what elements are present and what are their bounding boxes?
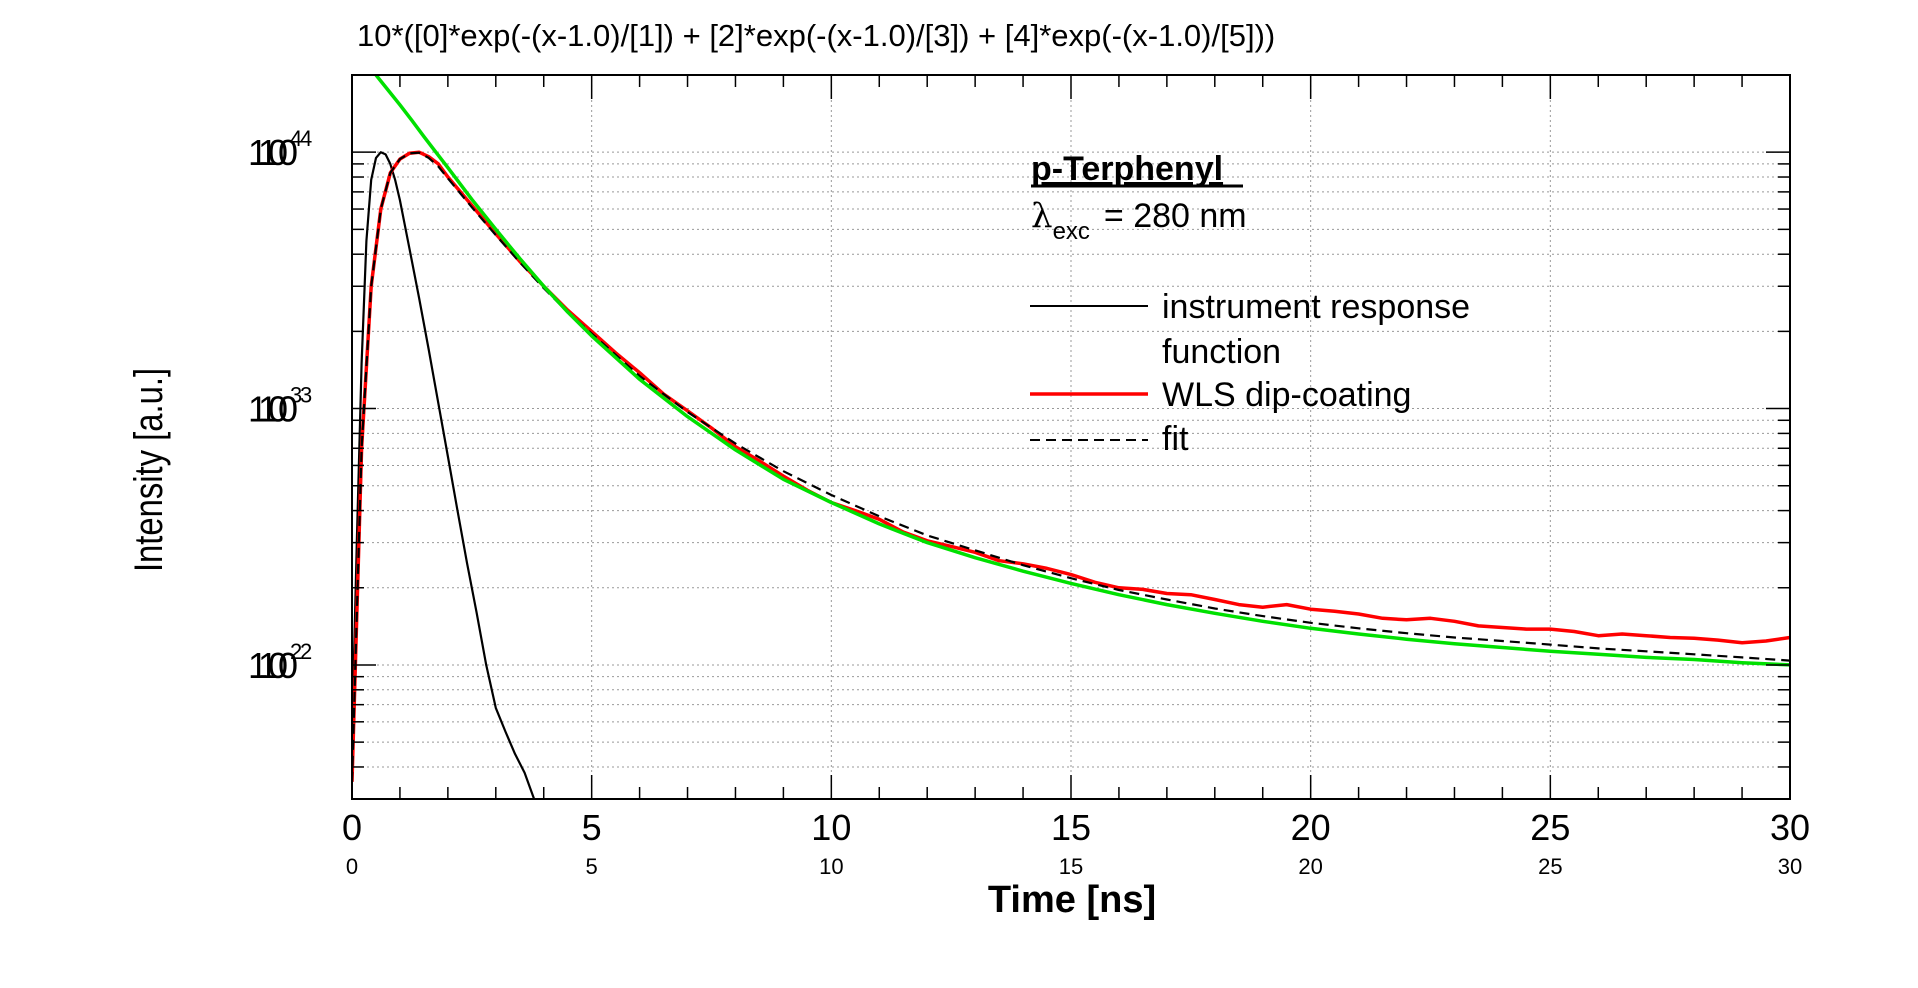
- x-tick-label: 10: [819, 854, 843, 879]
- annotation-wavelength: λexc = 280 nm: [1031, 196, 1247, 245]
- series-line-data: [352, 150, 1790, 782]
- x-tick-label: 30: [1778, 854, 1802, 879]
- y-tick-label: 10: [248, 389, 288, 430]
- x-tick-label-large: 15: [1051, 807, 1091, 848]
- y-tick-labels: 10 210 210 310 310 410 4: [248, 126, 312, 686]
- y-tick-label-overlay: 10: [258, 132, 298, 173]
- series-line-irf: [352, 151, 536, 799]
- axes: [351, 74, 1791, 800]
- x-tick-label: 15: [1059, 854, 1083, 879]
- lambda-symbol: λ: [1031, 196, 1053, 236]
- x-tick-label-large: 0: [342, 807, 362, 848]
- annotation-title: p-Terphenyl: [1031, 150, 1223, 188]
- lambda-value: = 280 nm: [1104, 197, 1247, 235]
- legend-label-irf-line1: instrument response: [1162, 288, 1470, 326]
- x-axis-label: Time [ns]: [988, 879, 1156, 921]
- y-tick-exponent-overlay: 2: [300, 639, 312, 664]
- y-tick-exponent-overlay: 4: [300, 126, 312, 151]
- x-tick-label-large: 25: [1530, 807, 1570, 848]
- x-tick-labels: 0 0 5 5 10 10 15 15 20 20 25 25 30 30: [342, 807, 1810, 879]
- x-tick-label: 5: [586, 854, 598, 879]
- y-tick-label: 10: [248, 645, 288, 686]
- x-tick-label-large: 10: [811, 807, 851, 848]
- x-tick-label-large: 20: [1291, 807, 1331, 848]
- chart-title: 10*([0]*exp(-(x-1.0)/[1]) + [2]*exp(-(x-…: [357, 18, 1275, 53]
- legend-label-data: WLS dip-coating: [1162, 376, 1411, 414]
- y-tick-label-overlay: 10: [258, 645, 298, 686]
- y-tick-exponent: 4: [290, 126, 302, 151]
- x-tick-label: 0: [346, 854, 358, 879]
- legend: instrument response function WLS dip-coa…: [1030, 288, 1470, 458]
- grid: [352, 74, 1790, 800]
- y-tick-exponent-overlay: 3: [300, 383, 312, 408]
- y-axis-label: Intensity [a.u.]: [126, 368, 171, 572]
- y-tick-label-overlay: 10: [258, 389, 298, 430]
- series-line-fit: [352, 151, 1790, 782]
- series-group: [352, 75, 1790, 799]
- y-tick-exponent: 2: [290, 639, 302, 664]
- x-tick-label: 25: [1538, 854, 1562, 879]
- y-tick-exponent: 3: [290, 383, 302, 408]
- x-tick-label: 20: [1298, 854, 1322, 879]
- series-line-green: [374, 75, 1790, 667]
- legend-label-irf-line2: function: [1162, 333, 1281, 371]
- legend-label-fit: fit: [1162, 420, 1189, 458]
- x-tick-label-large: 30: [1770, 807, 1810, 848]
- lambda-subscript: exc: [1053, 218, 1090, 245]
- x-tick-label-large: 5: [582, 807, 602, 848]
- y-tick-label: 10: [248, 132, 288, 173]
